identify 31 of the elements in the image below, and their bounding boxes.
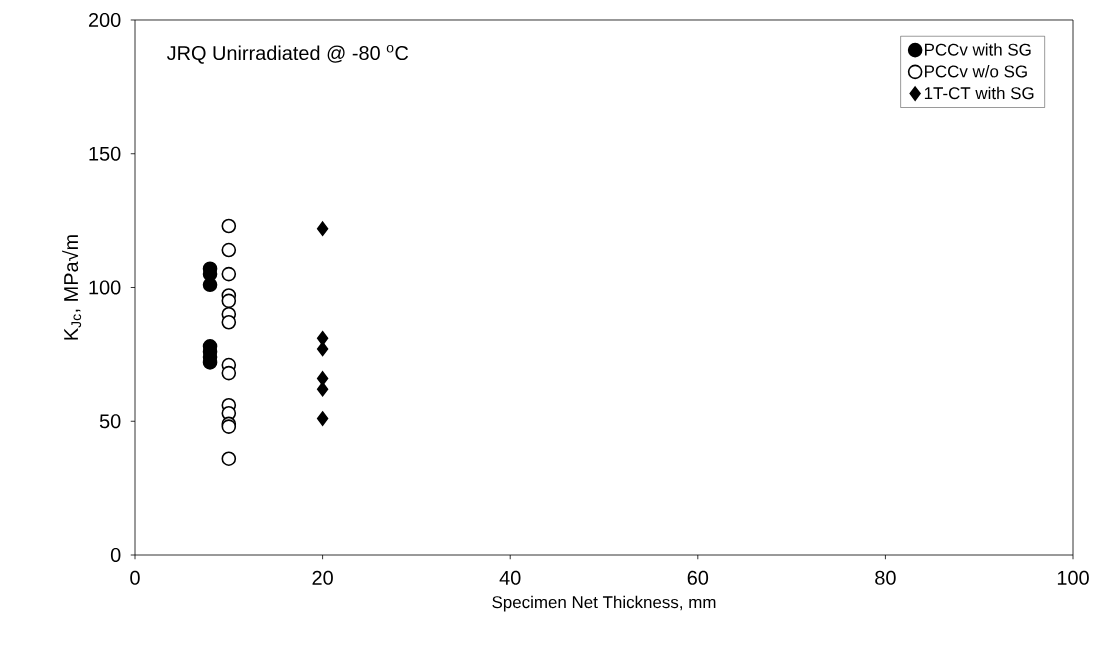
text: JRQ Unirradiated @ -80 $^{o}$C: [166, 44, 409, 64]
x-tick-label: 100: [1057, 570, 1089, 585]
point: [202, 277, 218, 293]
x-axis-title: Specimen Net Thickness, mm: [492, 595, 716, 612]
y-tick-label: 150: [89, 146, 121, 161]
point: [221, 293, 237, 309]
y-tick-label: 200: [88, 12, 121, 28]
y-tick-label: 100: [89, 280, 121, 295]
x-tick-label: 0: [130, 570, 140, 585]
point: [221, 266, 237, 282]
point: [221, 365, 237, 381]
point: [316, 411, 329, 426]
x-tick-label: 80: [875, 570, 896, 585]
legend-label: PCCv w/o SG: [925, 65, 1027, 78]
x-tick-label: 20: [312, 570, 333, 585]
x-tick-label: 40: [499, 570, 521, 585]
y-axis-title: K$_{Jc}$, MPa√m: [62, 235, 82, 340]
point: [316, 381, 329, 397]
point: [221, 451, 237, 466]
point: [316, 221, 329, 236]
legend-label: 1T-CT with SG: [924, 86, 1034, 100]
y-tick-label: 50: [99, 414, 121, 429]
x-tick-label: 60: [687, 570, 709, 585]
point: [221, 314, 237, 330]
point: [221, 218, 237, 234]
y-tick-label: 0: [110, 547, 121, 563]
legend-label: PCCv with SG: [925, 43, 1031, 56]
point: [316, 341, 329, 357]
point: [221, 242, 237, 258]
point: [316, 371, 329, 386]
point: [316, 331, 329, 346]
